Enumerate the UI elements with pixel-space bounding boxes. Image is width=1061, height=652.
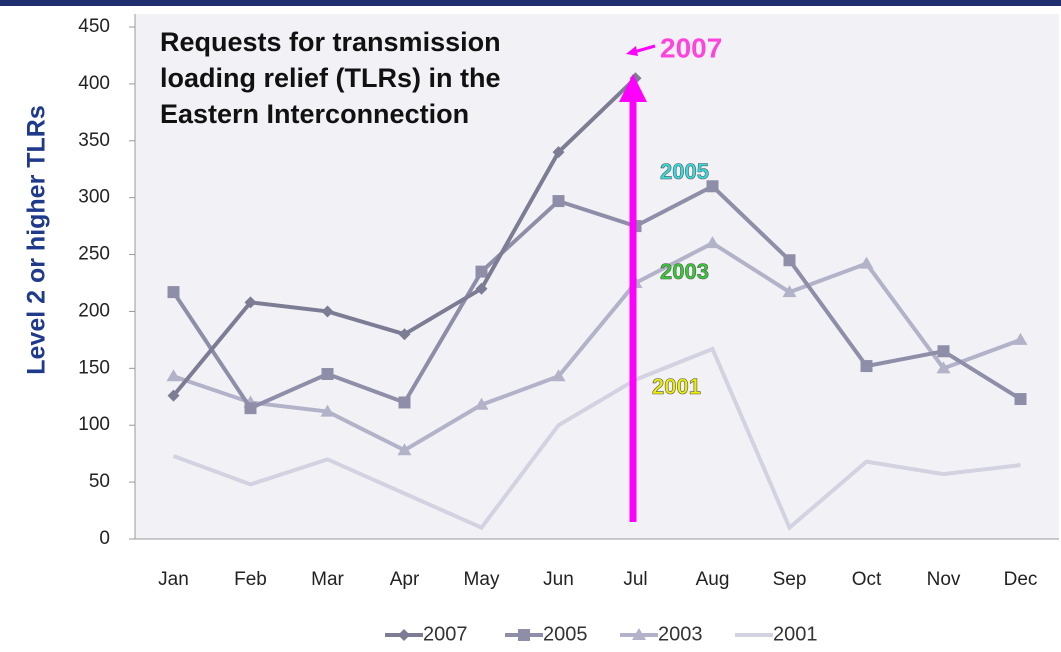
series-marker — [937, 345, 950, 358]
series-line — [171, 183, 1022, 411]
series-marker — [167, 286, 180, 299]
series-marker — [397, 443, 412, 456]
series-marker — [783, 254, 796, 267]
annotation: 2005 — [660, 159, 709, 184]
series-marker — [244, 402, 257, 415]
x-tick-label: Oct — [852, 569, 882, 590]
series-marker — [320, 404, 335, 417]
series-marker — [398, 328, 411, 341]
series-line — [172, 240, 1022, 453]
series-marker — [398, 396, 411, 409]
marks: 0 50 100 150 200 250 300 350 400 450 Jan Feb Mar Apr M… — [78, 16, 1037, 590]
y-tick-label: 250 — [78, 244, 110, 265]
x-tick-label: Jun — [543, 569, 574, 590]
y-axis-label: Level 2 or higher TLRs — [23, 105, 51, 375]
annotation: 2007 — [660, 32, 722, 63]
series-marker — [1013, 332, 1028, 345]
legend-label: 2007 — [423, 623, 468, 645]
x-tick-label: May — [464, 569, 500, 590]
series-marker — [705, 236, 720, 249]
small-arrow — [633, 44, 656, 54]
series-marker — [166, 369, 181, 382]
y-tick-label: 200 — [78, 300, 110, 321]
y-tick-label: 100 — [78, 414, 110, 435]
x-tick-label: Aug — [696, 569, 730, 590]
series-marker — [552, 146, 565, 159]
x-tick-label: Jan — [158, 569, 189, 590]
series-marker — [475, 265, 488, 278]
x-tick-label: Jul — [623, 569, 647, 590]
plot-area — [135, 14, 1059, 539]
legend-marker — [632, 628, 646, 640]
series-marker — [552, 195, 565, 208]
y-tick-label: 450 — [78, 16, 110, 37]
x-tick-label: Sep — [773, 569, 807, 590]
top-bar — [0, 0, 1061, 6]
x-tick-label: Feb — [234, 569, 267, 590]
x-tick-label: Apr — [390, 569, 420, 590]
series-marker — [167, 389, 180, 402]
y-tick-label: 300 — [78, 187, 110, 208]
legend-label: 2005 — [543, 623, 588, 645]
chart-title: Requests for transmission loading relief… — [160, 27, 501, 129]
series-marker — [860, 360, 873, 373]
series-marker — [321, 368, 334, 381]
series-marker — [244, 296, 257, 309]
y-tick-label: 50 — [89, 471, 110, 492]
series-line — [172, 346, 1021, 531]
series-marker — [706, 180, 719, 193]
series-marker — [321, 305, 334, 318]
series-marker — [475, 282, 488, 295]
annotation: 2003 — [660, 259, 709, 284]
y-tick-label: 150 — [78, 357, 110, 378]
x-tick-label: Mar — [311, 569, 344, 590]
arrow-head — [619, 74, 647, 102]
annotation: 2001 — [652, 374, 701, 399]
legend-marker — [398, 629, 410, 641]
series-marker — [859, 256, 874, 269]
y-tick-label: 400 — [78, 73, 110, 94]
legend-label: 2003 — [658, 623, 703, 645]
y-tick-label: 350 — [78, 130, 110, 151]
series-marker — [474, 397, 489, 410]
series-marker — [551, 369, 566, 382]
legend-marker — [518, 629, 530, 641]
legend-label: 2001 — [773, 623, 818, 645]
small-arrow-head — [626, 46, 638, 56]
y-tick-label: 0 — [99, 528, 110, 549]
x-tick-label: Nov — [927, 569, 961, 590]
series-marker — [936, 361, 951, 374]
series-marker — [1014, 393, 1027, 406]
series-marker — [782, 285, 797, 298]
x-tick-label: Dec — [1004, 569, 1038, 590]
